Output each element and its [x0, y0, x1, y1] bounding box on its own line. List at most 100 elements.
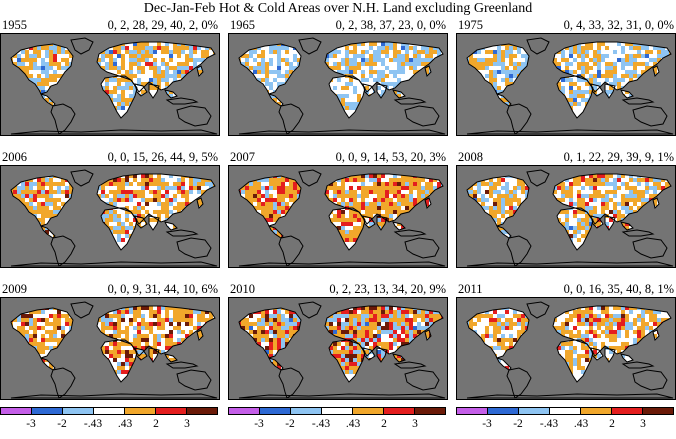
grid-cell: [537, 94, 541, 98]
grid-cell: [493, 82, 497, 86]
grid-cell: [9, 170, 13, 174]
grid-cell: [467, 50, 469, 54]
grid-cell: [201, 174, 205, 178]
grid-cell: [49, 302, 53, 306]
grid-cell: [133, 298, 137, 302]
grid-cell: [401, 54, 405, 58]
grid-cell: [129, 82, 133, 86]
grid-cell: [153, 38, 157, 42]
grid-cell: [621, 46, 625, 50]
grid-cell: [425, 46, 429, 50]
grid-cell: [341, 190, 345, 194]
grid-cell: [557, 206, 561, 210]
grid-cell: [669, 46, 671, 50]
grid-cell: [545, 198, 549, 202]
grid-cell: [517, 78, 521, 82]
grid-cell: [669, 194, 671, 198]
grid-cell: [125, 194, 129, 198]
grid-cell: [189, 310, 193, 314]
grid-cell: [649, 186, 653, 190]
grid-cell: [309, 198, 313, 202]
grid-cell: [37, 82, 41, 86]
grid-cell: [33, 322, 37, 326]
grid-cell: [245, 90, 249, 94]
grid-cell: [609, 210, 613, 214]
grid-cell: [569, 54, 573, 58]
grid-cell: [125, 98, 129, 102]
grid-cell: [45, 54, 49, 58]
grid-cell: [561, 50, 565, 54]
grid-cell: [561, 58, 565, 62]
grid-cell: [377, 50, 381, 54]
grid-cell: [525, 74, 529, 78]
grid-cell: [437, 166, 441, 170]
grid-cell: [661, 218, 665, 222]
grid-cell: [281, 194, 285, 198]
grid-cell: [513, 170, 517, 174]
grid-cell: [353, 190, 357, 194]
grid-cell: [661, 234, 665, 238]
grid-cell: [133, 34, 137, 38]
grid-cell: [485, 182, 489, 186]
grid-cell: [613, 210, 617, 214]
grid-cell: [169, 198, 173, 202]
india-coastline: [604, 215, 616, 231]
grid-cell: [589, 42, 593, 46]
grid-cell: [257, 78, 261, 82]
grid-cell: [97, 166, 101, 170]
grid-cell: [29, 62, 33, 66]
grid-cell: [109, 34, 113, 38]
grid-cell: [77, 222, 81, 226]
grid-cell: [77, 218, 81, 222]
grid-cell: [601, 182, 605, 186]
grid-cell: [145, 106, 149, 110]
grid-cell: [25, 322, 29, 326]
grid-cell: [117, 298, 121, 302]
grid-cell: [457, 70, 461, 74]
grid-cell: [529, 86, 533, 90]
grid-cell: [665, 38, 669, 42]
grid-cell: [433, 90, 437, 94]
grid-cell: [473, 230, 477, 234]
grid-cell: [461, 234, 465, 238]
grid-cell: [389, 238, 393, 242]
grid-cell: [613, 102, 617, 106]
grid-cell: [653, 178, 657, 182]
grid-cell: [125, 46, 129, 50]
grid-cell: [441, 62, 443, 66]
grid-cell: [249, 186, 253, 190]
grid-cell: [325, 202, 329, 206]
grid-cell: [153, 102, 157, 106]
grid-cell: [305, 166, 309, 170]
grid-cell: [57, 90, 61, 94]
grid-cell: [645, 54, 649, 58]
grid-cell: [145, 42, 149, 46]
grid-cell: [329, 38, 333, 42]
grid-cell: [377, 54, 381, 58]
grid-cell: [201, 302, 205, 306]
grid-cell: [425, 166, 429, 170]
grid-cell: [133, 102, 137, 106]
grid-cell: [521, 42, 525, 46]
grid-cell: [57, 210, 61, 214]
grid-cell: [493, 98, 497, 102]
grid-cell: [561, 198, 565, 202]
grid-cell: [285, 166, 289, 170]
grid-cell: [553, 190, 557, 194]
grid-cell: [277, 178, 281, 182]
grid-cell: [5, 102, 9, 106]
grid-cell: [537, 62, 541, 66]
grid-cell: [437, 222, 441, 226]
grid-cell: [489, 178, 493, 182]
grid-cell: [577, 170, 581, 174]
grid-cell: [161, 210, 165, 214]
grid-cell: [473, 210, 477, 214]
grid-cell: [629, 186, 633, 190]
grid-cell: [353, 206, 357, 210]
grid-cell: [477, 230, 481, 234]
grid-cell: [149, 38, 153, 42]
grid-cell: [169, 58, 173, 62]
grid-cell: [609, 174, 613, 178]
grid-cell: [397, 182, 401, 186]
grid-cell: [313, 34, 317, 38]
